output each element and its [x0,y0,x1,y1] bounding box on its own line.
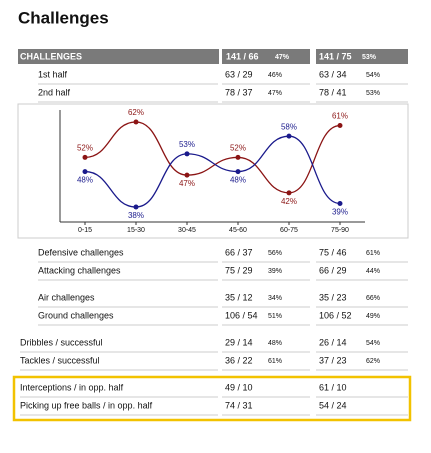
point [133,204,139,210]
header-bar [18,49,219,64]
row-label: Tackles / successful [20,355,100,365]
row-cell: 63 / 34 [319,69,347,79]
row-label: Dribbles / successful [20,337,103,347]
row-cell: 48% [268,340,282,347]
header-bar [316,49,408,64]
value-label: 58% [281,122,297,131]
header-cell: CHALLENGES [20,51,82,61]
series-line [84,135,341,208]
point [184,151,190,157]
point [286,133,292,139]
row-cell: 74 / 31 [225,400,253,410]
header-cell: 141 / 66 [226,51,259,61]
row-cell: 54 / 24 [319,400,347,410]
row-cell: 47% [268,90,282,97]
row-cell: 54% [366,340,380,347]
row-cell: 61% [268,358,282,365]
row-label: Ground challenges [38,310,114,320]
x-tick-label: 45-60 [229,227,247,234]
row-cell: 78 / 37 [225,87,253,97]
value-label: 38% [128,211,144,220]
row-cell: 56% [268,250,282,257]
row-label: 1st half [38,69,68,79]
row-cell: 35 / 23 [319,292,347,302]
row-cell: 51% [268,313,282,320]
row-cell: 53% [366,90,380,97]
row-cell: 39% [268,268,282,275]
value-label: 42% [281,197,297,206]
value-label: 52% [230,144,246,153]
point [337,200,343,206]
row-cell: 61% [366,250,380,257]
value-label: 61% [332,112,348,121]
row-cell: 63 / 29 [225,69,253,79]
x-tick-label: 15-30 [127,227,145,234]
row-label: Interceptions / in opp. half [20,382,124,392]
row-cell: 36 / 22 [225,355,253,365]
row-cell: 66 / 37 [225,247,253,257]
row-cell: 106 / 52 [319,310,352,320]
row-cell: 61 / 10 [319,382,347,392]
row-label: Air challenges [38,292,95,302]
row-label: Attacking challenges [38,265,121,275]
row-cell: 34% [268,295,282,302]
series-line [84,121,341,194]
row-label: Picking up free balls / in opp. half [20,400,153,410]
row-cell: 54% [366,72,380,79]
row-cell: 29 / 14 [225,337,253,347]
header-cell: 141 / 75 [319,51,352,61]
row-cell: 66 / 29 [319,265,347,275]
row-cell: 44% [366,268,380,275]
value-label: 39% [332,208,348,217]
x-tick-label: 60-75 [280,227,298,234]
point [337,123,343,129]
point [82,169,88,175]
row-label: 2nd half [38,87,71,97]
row-cell: 49% [366,313,380,320]
chart-frame [17,103,409,239]
highlight-box [12,375,412,422]
row-cell: 37 / 23 [319,355,347,365]
row-cell: 49 / 10 [225,382,253,392]
point [235,154,241,160]
value-label: 53% [179,140,195,149]
row-cell: 66% [366,295,380,302]
point [286,190,292,196]
value-label: 62% [128,108,144,117]
point [184,172,190,178]
row-cell: 75 / 46 [319,247,347,257]
row-cell: 26 / 14 [319,337,347,347]
row-cell: 75 / 29 [225,265,253,275]
x-tick-label: 30-45 [178,227,196,234]
page-title: Challenges [18,8,109,27]
header-cell: 53% [362,54,377,61]
x-tick-label: 0-15 [78,227,92,234]
value-label: 48% [77,176,93,185]
point [235,169,241,175]
point [133,119,139,125]
point [82,154,88,160]
row-cell: 62% [366,358,380,365]
row-cell: 78 / 41 [319,87,347,97]
header-cell: 47% [275,54,290,61]
header-bar [222,49,310,64]
x-tick-label: 75-90 [331,227,349,234]
value-label: 52% [77,144,93,153]
row-cell: 35 / 12 [225,292,253,302]
value-label: 48% [230,176,246,185]
row-cell: 106 / 54 [225,310,258,320]
row-label: Defensive challenges [38,247,124,257]
value-label: 47% [179,179,195,188]
row-cell: 46% [268,72,282,79]
